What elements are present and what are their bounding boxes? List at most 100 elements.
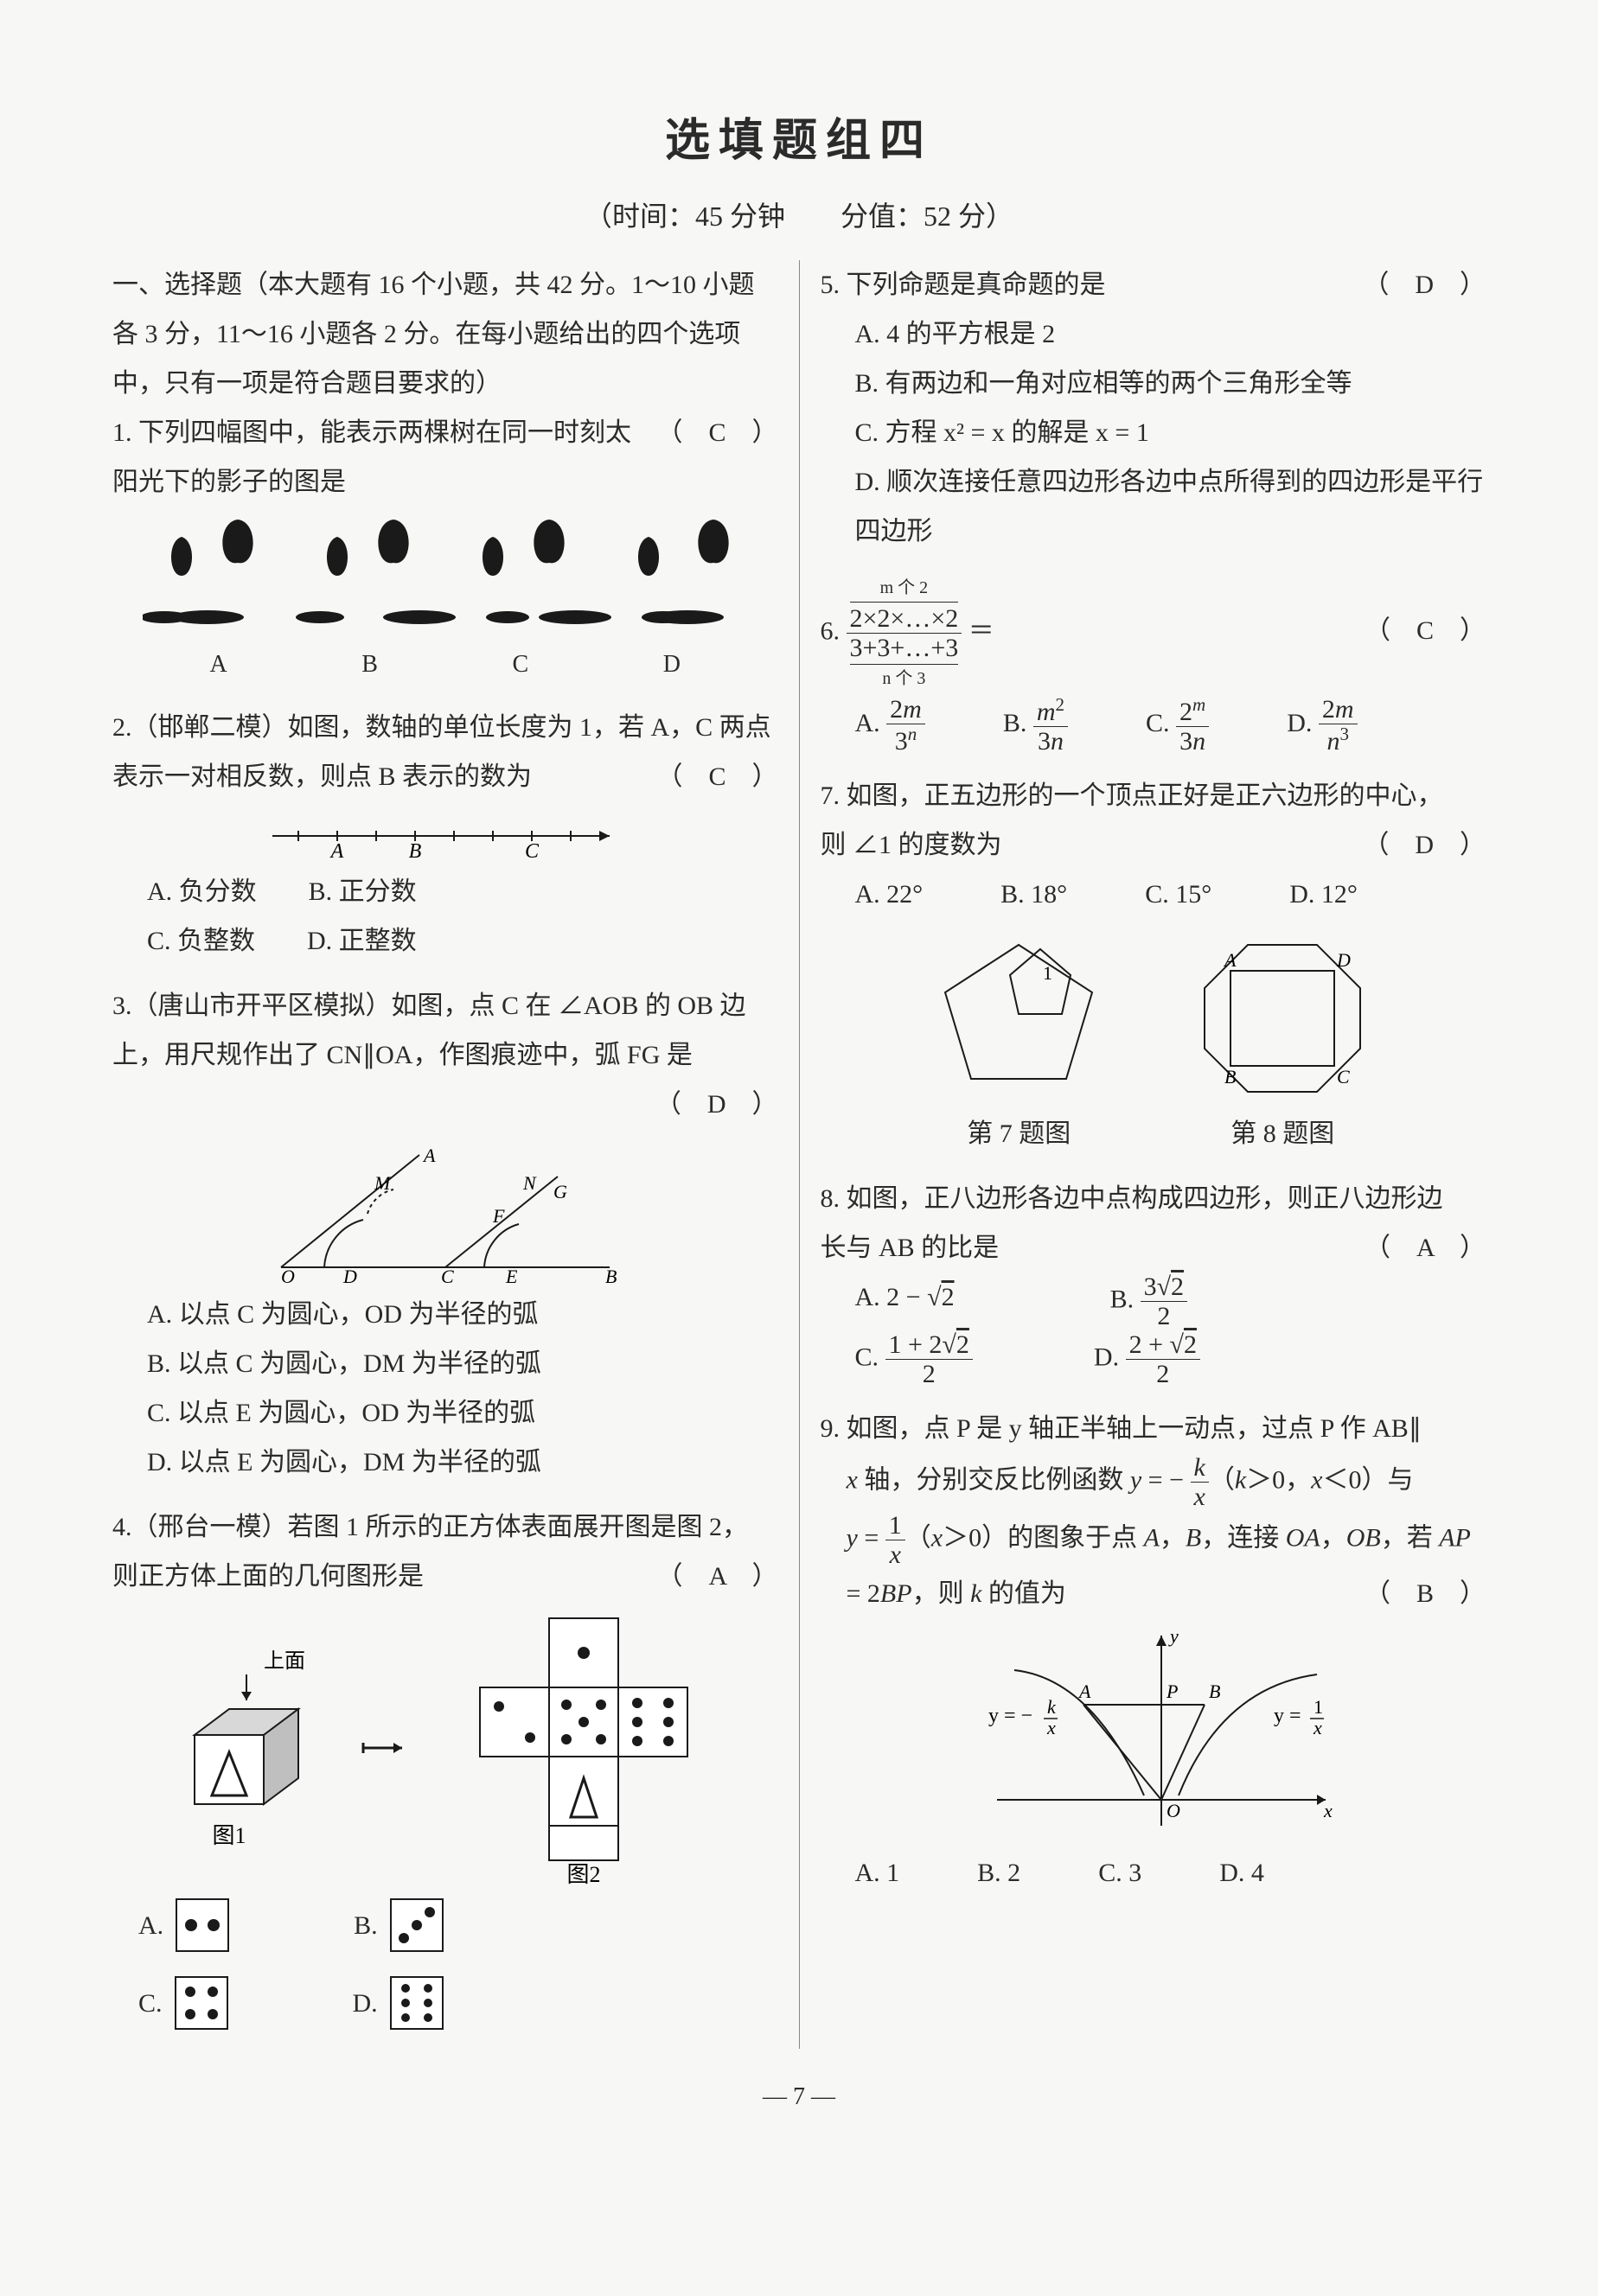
q2-figure: A B C	[112, 810, 778, 862]
q8-text-l1: 8. 如图，正八边形各边中点构成四边形，则正八边形边	[821, 1174, 1486, 1223]
svg-text:图2: 图2	[566, 1862, 600, 1886]
q3-text-l2: 上，用尺规作出了 CN∥OA，作图痕迹中，弧 FG 是	[112, 1030, 778, 1080]
q7-fig-label: 第 7 题图	[924, 1109, 1114, 1158]
svg-text:y = −: y = −	[988, 1705, 1032, 1727]
page-title: 选填题组四	[112, 104, 1486, 169]
q3-opt-A: A. 以点 C 为圆心，OD 为半径的弧	[147, 1290, 778, 1339]
q2-opt-C: C. 负整数	[147, 916, 255, 966]
q4-text-l2: 则正方体上面的几何图形是	[112, 1552, 424, 1601]
q4-opt-A: A.	[138, 1901, 163, 1950]
q7-figure: 1	[924, 928, 1114, 1109]
svg-text:P: P	[1166, 1681, 1178, 1702]
svg-text:G: G	[553, 1181, 567, 1202]
svg-text:图1: 图1	[212, 1823, 246, 1847]
q9-opt-C: C. 3	[1098, 1848, 1141, 1897]
svg-text:B: B	[1224, 1066, 1236, 1087]
svg-text:D: D	[342, 1266, 357, 1285]
q3-answer: （ D ）	[638, 1080, 778, 1129]
svg-text:O: O	[281, 1266, 295, 1285]
q1-label-A: A	[210, 641, 227, 687]
q2-text-l2: 表示一对相反数，则点 B 表示的数为	[112, 752, 532, 801]
q9-text-l4: = 2BP，则 k 的值为	[821, 1569, 1066, 1618]
q8-opt-D: D. 2 + √22	[1094, 1330, 1200, 1388]
q5-opt-D: D. 顺次连接任意四边形各边中点所得到的四边形是平行四边形	[855, 457, 1486, 556]
svg-text:y =: y =	[1274, 1705, 1301, 1727]
q9-answer: （ B ）	[1347, 1569, 1486, 1618]
q3-figure: O D C E B M A N F G	[112, 1138, 778, 1285]
question-8: 8. 如图，正八边形各边中点构成四边形，则正八边形边 长与 AB 的比是 （ A…	[821, 1174, 1486, 1388]
q8-opt-C: C. 1 + 2√22	[855, 1330, 973, 1388]
question-3: 3.（唐山市开平区模拟）如图，点 C 在 ∠AOB 的 OB 边 上，用尺规作出…	[112, 981, 778, 1487]
q9-text-l3: y = 1x（x＞0）的图象于点 A，B，连接 OA，OB，若 AP	[821, 1511, 1486, 1569]
q4-opt-D: D.	[353, 1979, 378, 2028]
svg-text:N: N	[522, 1172, 537, 1194]
svg-text:A: A	[1223, 949, 1237, 971]
svg-text:1: 1	[1314, 1696, 1323, 1718]
page-subtitle: （时间：45 分钟 分值：52 分）	[112, 195, 1486, 234]
q5-answer: （ D ）	[1346, 260, 1486, 309]
page-number: — 7 —	[112, 2083, 1486, 2111]
q2-opt-A: A. 负分数	[147, 867, 257, 916]
q1-label-D: D	[663, 641, 681, 687]
q9-text-l2: x 轴，分别交反比例函数 y = − kx（k＞0，x＜0）与	[821, 1453, 1486, 1511]
q8-answer: （ A ）	[1347, 1223, 1486, 1272]
q7-opt-C: C. 15°	[1145, 870, 1211, 919]
q4-opt-B: B.	[354, 1901, 378, 1950]
q6-answer: （ C ）	[1347, 606, 1486, 655]
q7-opt-A: A. 22°	[855, 870, 924, 919]
q8-fig-label: 第 8 题图	[1183, 1109, 1382, 1158]
q3-opt-B: B. 以点 C 为圆心，DM 为半径的弧	[147, 1339, 778, 1388]
q4-opt-C: C.	[138, 1979, 163, 2028]
svg-text:C: C	[441, 1266, 454, 1285]
q2-text-l1: 2.（邯郸二模）如图，数轴的单位长度为 1，若 A，C 两点	[112, 703, 778, 752]
svg-text:1: 1	[1043, 962, 1052, 984]
q1-text: 1. 下列四幅图中，能表示两棵树在同一时刻太阳光下的影子的图是	[112, 408, 639, 507]
question-9: 9. 如图，点 P 是 y 轴正半轴上一动点，过点 P 作 AB∥ x 轴，分别…	[821, 1404, 1486, 1897]
q1-answer: （ C ）	[639, 408, 777, 457]
question-5: 5. 下列命题是真命题的是 （ D ） A. 4 的平方根是 2 B. 有两边和…	[821, 260, 1486, 556]
svg-text:A: A	[1077, 1681, 1091, 1702]
q9-figure: A P B O x y y = − k x y = 1 x	[821, 1627, 1486, 1843]
q8-opt-B: B. 3√22	[1110, 1272, 1187, 1330]
q3-opt-C: C. 以点 E 为圆心，OD 为半径的弧	[147, 1388, 778, 1438]
q7-text-l1: 7. 如图，正五边形的一个顶点正好是正六边形的中心，	[821, 771, 1486, 820]
section-1-heading: 一、选择题（本大题有 16 个小题，共 42 分。1～10 小题各 3 分，11…	[112, 260, 778, 408]
svg-text:x: x	[1046, 1717, 1056, 1738]
question-1: 1. 下列四幅图中，能表示两棵树在同一时刻太阳光下的影子的图是 （ C ）	[112, 408, 778, 687]
question-6: 6. m 个 2 2×2×…×2 3+3+…+3 n 个 3 ＝ （ C ）	[821, 571, 1486, 756]
q4-figure: 上面 图1	[112, 1610, 778, 1886]
q9-opt-B: B. 2	[977, 1848, 1020, 1897]
svg-text:O: O	[1167, 1800, 1180, 1821]
svg-text:上面: 上面	[264, 1649, 305, 1673]
q7-text-l2: 则 ∠1 的度数为	[821, 820, 1002, 870]
q6-opt-D: D. 2mn3	[1287, 695, 1357, 756]
svg-text:A: A	[422, 1145, 436, 1166]
svg-text:C: C	[1337, 1066, 1350, 1087]
question-2: 2.（邯郸二模）如图，数轴的单位长度为 1，若 A，C 两点 表示一对相反数，则…	[112, 703, 778, 966]
q2-answer: （ C ）	[639, 752, 777, 801]
q6-opt-A: A. 2m3n	[855, 695, 925, 756]
q1-label-B: B	[361, 641, 378, 687]
q1-figure	[112, 515, 778, 636]
svg-text:B: B	[408, 840, 421, 862]
svg-text:k: k	[1047, 1696, 1057, 1718]
q2-opt-B: B. 正分数	[309, 867, 417, 916]
q3-opt-D: D. 以点 E 为圆心，DM 为半径的弧	[147, 1438, 778, 1487]
q6-opt-B: B. m23n	[1003, 695, 1068, 756]
q6-denominator: 3+3+…+3	[850, 634, 959, 665]
svg-text:C: C	[525, 840, 540, 862]
q9-opt-D: D. 4	[1219, 1848, 1264, 1897]
q6-numerator: 2×2×…×2	[850, 602, 959, 633]
q6-prefix: 6.	[821, 616, 841, 645]
q8-figure: A D B C	[1183, 928, 1382, 1109]
q4-text-l1: 4.（邢台一模）若图 1 所示的正方体表面展开图是图 2，	[112, 1502, 778, 1552]
svg-text:M: M	[374, 1172, 392, 1194]
svg-text:F: F	[492, 1205, 505, 1227]
q6-opt-C: C. 2m3n	[1146, 695, 1209, 756]
q9-text-l1: 9. 如图，点 P 是 y 轴正半轴上一动点，过点 P 作 AB∥	[821, 1404, 1486, 1453]
q5-opt-C: C. 方程 x² = x 的解是 x = 1	[855, 408, 1486, 457]
q6-bot-note: n 个 3	[847, 662, 962, 695]
q2-opt-D: D. 正整数	[307, 916, 417, 966]
q5-opt-A: A. 4 的平方根是 2	[855, 309, 1486, 359]
q9-opt-A: A. 1	[855, 1848, 900, 1897]
